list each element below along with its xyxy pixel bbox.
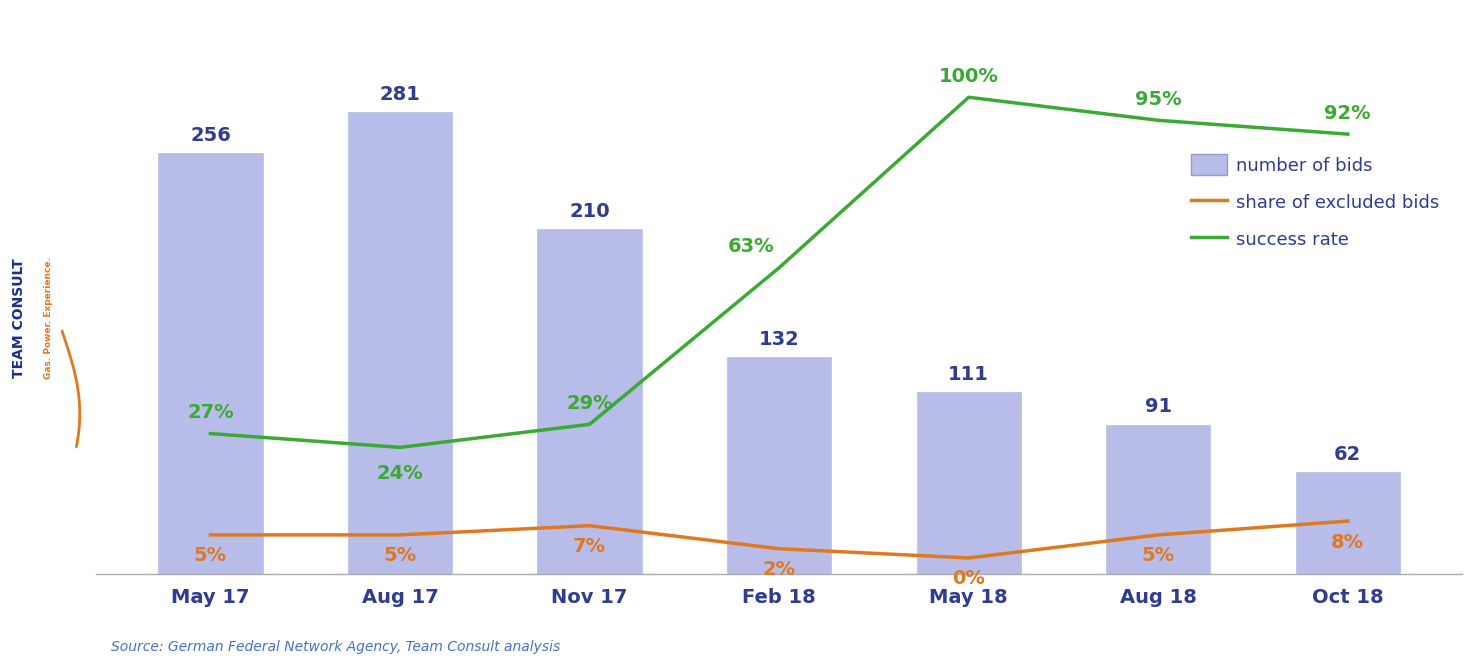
Text: Source: German Federal Network Agency, Team Consult analysis: Source: German Federal Network Agency, T… bbox=[111, 640, 560, 654]
Text: 5%: 5% bbox=[384, 546, 417, 565]
Text: 8%: 8% bbox=[1331, 533, 1365, 551]
Legend: number of bids, share of excluded bids, success rate: number of bids, share of excluded bids, … bbox=[1183, 147, 1446, 257]
Text: 281: 281 bbox=[380, 85, 421, 104]
Bar bbox=[1106, 424, 1210, 575]
Text: 27%: 27% bbox=[188, 403, 233, 422]
Bar bbox=[1295, 473, 1400, 575]
Text: 62: 62 bbox=[1334, 445, 1362, 464]
Text: 0%: 0% bbox=[953, 569, 985, 589]
Text: 256: 256 bbox=[191, 126, 230, 145]
Text: 210: 210 bbox=[569, 202, 610, 220]
Text: 7%: 7% bbox=[573, 537, 606, 556]
Text: 100%: 100% bbox=[939, 67, 998, 86]
Text: 2%: 2% bbox=[762, 560, 796, 579]
Text: 95%: 95% bbox=[1134, 90, 1182, 109]
Text: 91: 91 bbox=[1145, 397, 1171, 416]
Text: 29%: 29% bbox=[566, 394, 613, 413]
Text: 132: 132 bbox=[759, 330, 799, 349]
Text: TEAM CONSULT: TEAM CONSULT bbox=[12, 258, 27, 377]
Bar bbox=[727, 357, 832, 575]
Text: 5%: 5% bbox=[1142, 546, 1174, 565]
Text: 5%: 5% bbox=[193, 546, 227, 565]
Text: 92%: 92% bbox=[1325, 103, 1371, 122]
Text: Gas. Power. Experience.: Gas. Power. Experience. bbox=[44, 257, 53, 379]
Bar bbox=[917, 392, 1021, 575]
Bar bbox=[158, 153, 263, 575]
Text: 111: 111 bbox=[948, 365, 990, 383]
Text: 63%: 63% bbox=[727, 237, 774, 256]
Text: 24%: 24% bbox=[377, 464, 424, 483]
Bar bbox=[349, 112, 452, 575]
Bar bbox=[538, 229, 641, 575]
